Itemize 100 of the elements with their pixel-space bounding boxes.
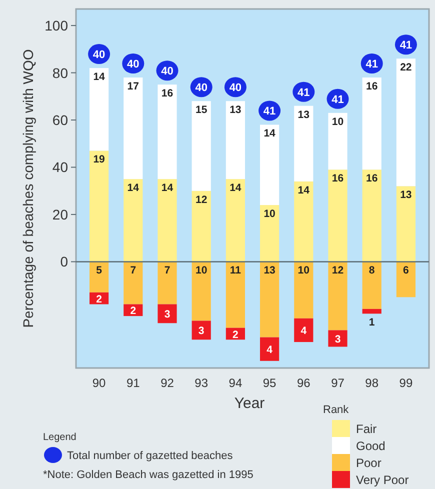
bar [226, 262, 245, 328]
annotation: 6 [403, 264, 410, 277]
x-tick-label: 94 [228, 376, 242, 390]
y-tick-label: 100 [44, 18, 68, 34]
annotation: 10 [298, 264, 310, 277]
bar [124, 77, 143, 180]
annotation: 4 [266, 344, 273, 356]
annotation: 41 [400, 40, 412, 52]
annotation: 10 [332, 116, 344, 128]
bar [362, 170, 382, 262]
annotation: 13 [298, 108, 310, 121]
text: Legend [43, 432, 76, 443]
text: Total number of gazetted beaches [67, 450, 234, 462]
bar [260, 124, 280, 206]
annotation: 14 [93, 71, 106, 84]
annotation: 10 [264, 208, 276, 220]
legend-label: Good [356, 439, 386, 453]
y-tick-label: 20 [52, 206, 68, 222]
annotation: 16 [366, 80, 378, 92]
bar [192, 190, 211, 262]
bar [260, 337, 280, 361]
text: *Note: Golden Beach was gazetted in 1995 [43, 469, 254, 481]
annotation: 2 [232, 328, 239, 341]
annotation: 41 [366, 58, 378, 70]
annotation: 3 [164, 308, 170, 321]
bar [362, 77, 382, 170]
annotation: 8 [368, 264, 375, 277]
annotation: 16 [366, 172, 378, 185]
bar [192, 101, 211, 191]
bar [124, 179, 143, 262]
bar [362, 262, 382, 309]
annotation: 41 [263, 106, 276, 118]
annotation: 14 [161, 182, 174, 194]
bar [226, 101, 245, 180]
annotation: 41 [332, 94, 344, 106]
bar [362, 308, 382, 314]
bar [396, 58, 416, 186]
annotation: 40 [127, 58, 140, 70]
annotation: 16 [161, 88, 174, 100]
y-tick-label: 60 [52, 112, 68, 128]
annotation: 13 [264, 264, 276, 277]
bar [396, 262, 416, 298]
x-tick-label: 97 [331, 376, 345, 390]
bar [294, 262, 314, 318]
bar [328, 330, 348, 347]
annotation: 14 [127, 182, 140, 194]
annotation: 13 [230, 104, 242, 116]
bar [328, 262, 348, 330]
annotation: 11 [230, 264, 242, 277]
bar [158, 84, 177, 180]
x-tick-label: 92 [160, 376, 174, 390]
annotation: 40 [229, 82, 242, 94]
annotation: 5 [96, 264, 102, 277]
annotation: 22 [400, 62, 412, 74]
annotation: 19 [93, 154, 106, 166]
legend-label: Fair [356, 422, 377, 436]
x-tick-label: 96 [296, 376, 311, 390]
annotation: 7 [164, 264, 170, 277]
bar [396, 186, 416, 262]
bar [158, 304, 177, 324]
annotation: 4 [300, 325, 307, 338]
annotation: 1 [368, 316, 375, 329]
bar [294, 181, 314, 262]
x-tick-label: 90 [92, 376, 106, 390]
bar [260, 205, 280, 262]
y-tick-label: 40 [52, 159, 68, 176]
annotation: 41 [298, 86, 310, 99]
legend-label: Very Poor [356, 473, 409, 487]
annotation: 17 [127, 80, 140, 92]
x-tick-label: 93 [194, 376, 208, 390]
annotation: 15 [196, 104, 208, 116]
x-tick-label: 98 [365, 376, 379, 390]
legend-title: Rank [323, 404, 350, 416]
annotation: 13 [400, 189, 412, 202]
bar [158, 179, 177, 262]
bar [328, 170, 348, 262]
annotation: 14 [230, 182, 242, 194]
bar [328, 112, 348, 170]
bar [260, 262, 280, 338]
x-tick-label: 95 [262, 376, 277, 390]
y-tick-label: 0 [60, 254, 68, 270]
x-tick-label: 99 [399, 376, 413, 390]
bar [294, 318, 314, 342]
bar [192, 262, 211, 321]
annotation: 3 [198, 325, 204, 338]
y-tick-label: 80 [52, 64, 68, 81]
annotation: 14 [264, 128, 276, 140]
x-tick-label: 91 [126, 376, 140, 390]
bar [90, 150, 109, 262]
annotation: 7 [130, 264, 136, 277]
x-axis-title: Year [234, 395, 265, 412]
y-axis-title: Percentage of beaches complying with WQO [20, 49, 36, 328]
annotation: 12 [196, 194, 208, 206]
legend-label: Poor [356, 456, 382, 470]
annotation: 40 [161, 66, 174, 78]
bar [294, 106, 314, 182]
bar [90, 262, 109, 292]
bar [226, 179, 245, 262]
bar [90, 68, 109, 151]
bar [158, 262, 177, 304]
